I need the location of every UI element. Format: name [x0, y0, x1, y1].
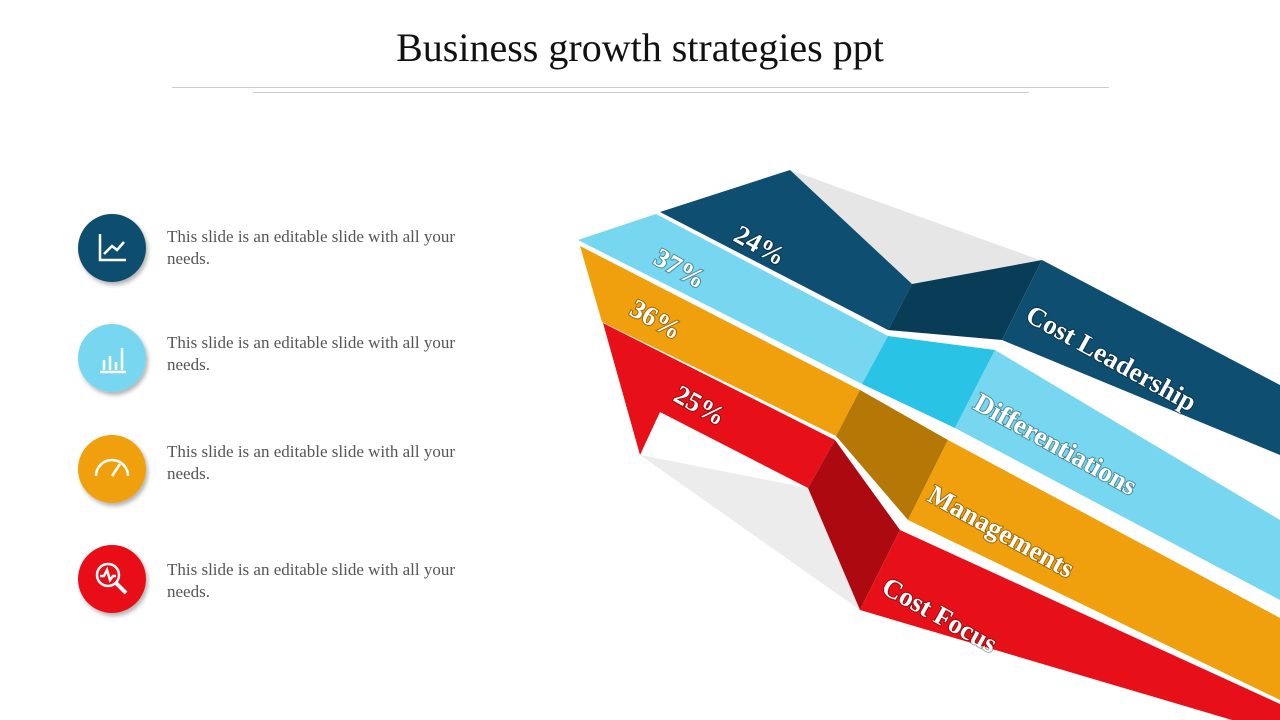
rule — [172, 87, 1109, 88]
item-text: This slide is an editable slide with all… — [167, 560, 456, 601]
item-text: This slide is an editable slide with all… — [167, 333, 456, 374]
icons — [78, 214, 146, 613]
rule — [253, 92, 1029, 93]
title: Business growth strategies ppt — [396, 25, 884, 70]
item-text: This slide is an editable slide with all… — [167, 227, 456, 268]
ribbons — [578, 170, 1280, 720]
item-text: This slide is an editable slide with all… — [167, 442, 456, 483]
